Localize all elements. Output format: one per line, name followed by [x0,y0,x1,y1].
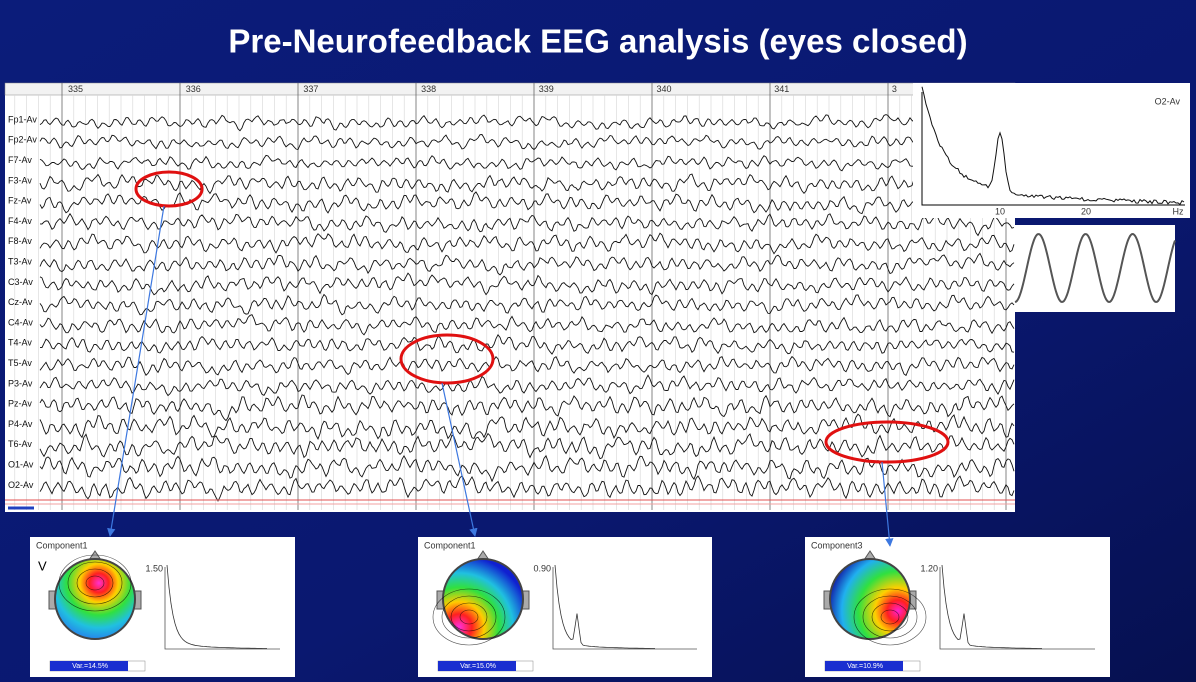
slide: Pre-Neurofeedback EEG analysis (eyes clo… [0,0,1196,682]
component-scale: 0.90 [533,563,551,573]
slide-title: Pre-Neurofeedback EEG analysis (eyes clo… [228,23,967,60]
channel-label: Fp2-Av [8,135,37,145]
component-scale: 1.20 [920,563,938,573]
channel-label: T5-Av [8,358,32,368]
channel-label: O2-Av [8,480,34,490]
channel-label: F8-Av [8,236,32,246]
spectrum-panel: O2-Av 10 20 Hz [913,83,1190,218]
channel-label: F3-Av [8,175,32,185]
head-map [830,559,910,639]
component-panel: Component3 1.20 Var.=10.9% [805,537,1110,677]
time-mark: 337 [303,84,318,94]
channel-label: T3-Av [8,256,32,266]
time-mark: 335 [68,84,83,94]
channel-label: Pz-Av [8,399,32,409]
component-panel: Component1 0.90 Var.=15.0% [418,537,712,677]
channel-label: Cz-Av [8,297,33,307]
channel-label: F7-Av [8,155,32,165]
component-name: Component3 [811,540,863,550]
time-mark: 3 [892,84,897,94]
time-mark: 336 [186,84,201,94]
component-scale: 1.50 [145,563,163,573]
channel-label: T6-Av [8,439,32,449]
time-mark: 341 [774,84,789,94]
component-panel: Component1 V 1.50 Var.=14.5% [30,537,295,677]
components: Component1 V 1.50 Var.=14.5% Component1 0.90 V… [30,537,1110,677]
channel-label: C3-Av [8,277,33,287]
eeg-panel: 335 336 337 338 339 340 341 3 Fp1-Av Fp2-Av F7-Av F… [5,83,1015,512]
channel-label: P3-Av [8,378,33,388]
channel-label: F4-Av [8,216,32,226]
time-mark: 340 [657,84,672,94]
head-map [55,559,135,639]
time-mark: 339 [539,84,554,94]
variance-label: Var.=15.0% [460,663,496,670]
alpha-wave-background [1015,225,1175,312]
spectrum-tick: 20 [1081,206,1091,216]
spectrum-unit: Hz [1173,206,1184,216]
time-mark: 338 [421,84,436,94]
channel-label: T4-Av [8,338,32,348]
component-name: Component1 [36,540,88,550]
channel-label: Fz-Av [8,196,32,206]
component-marker: V [38,558,47,573]
component-name: Component1 [424,540,476,550]
variance-label: Var.=14.5% [72,663,108,670]
channel-label: Fp1-Av [8,114,37,124]
channel-label: P4-Av [8,419,33,429]
spectrum-tick: 10 [995,206,1005,216]
alpha-wave-panel [1015,225,1175,312]
channel-label: O1-Av [8,459,34,469]
channel-label: C4-Av [8,317,33,327]
time-ruler [5,83,1015,95]
variance-label: Var.=10.9% [847,663,883,670]
spectrum-channel: O2-Av [1155,96,1181,106]
page: Pre-Neurofeedback EEG analysis (eyes clo… [0,0,1196,682]
